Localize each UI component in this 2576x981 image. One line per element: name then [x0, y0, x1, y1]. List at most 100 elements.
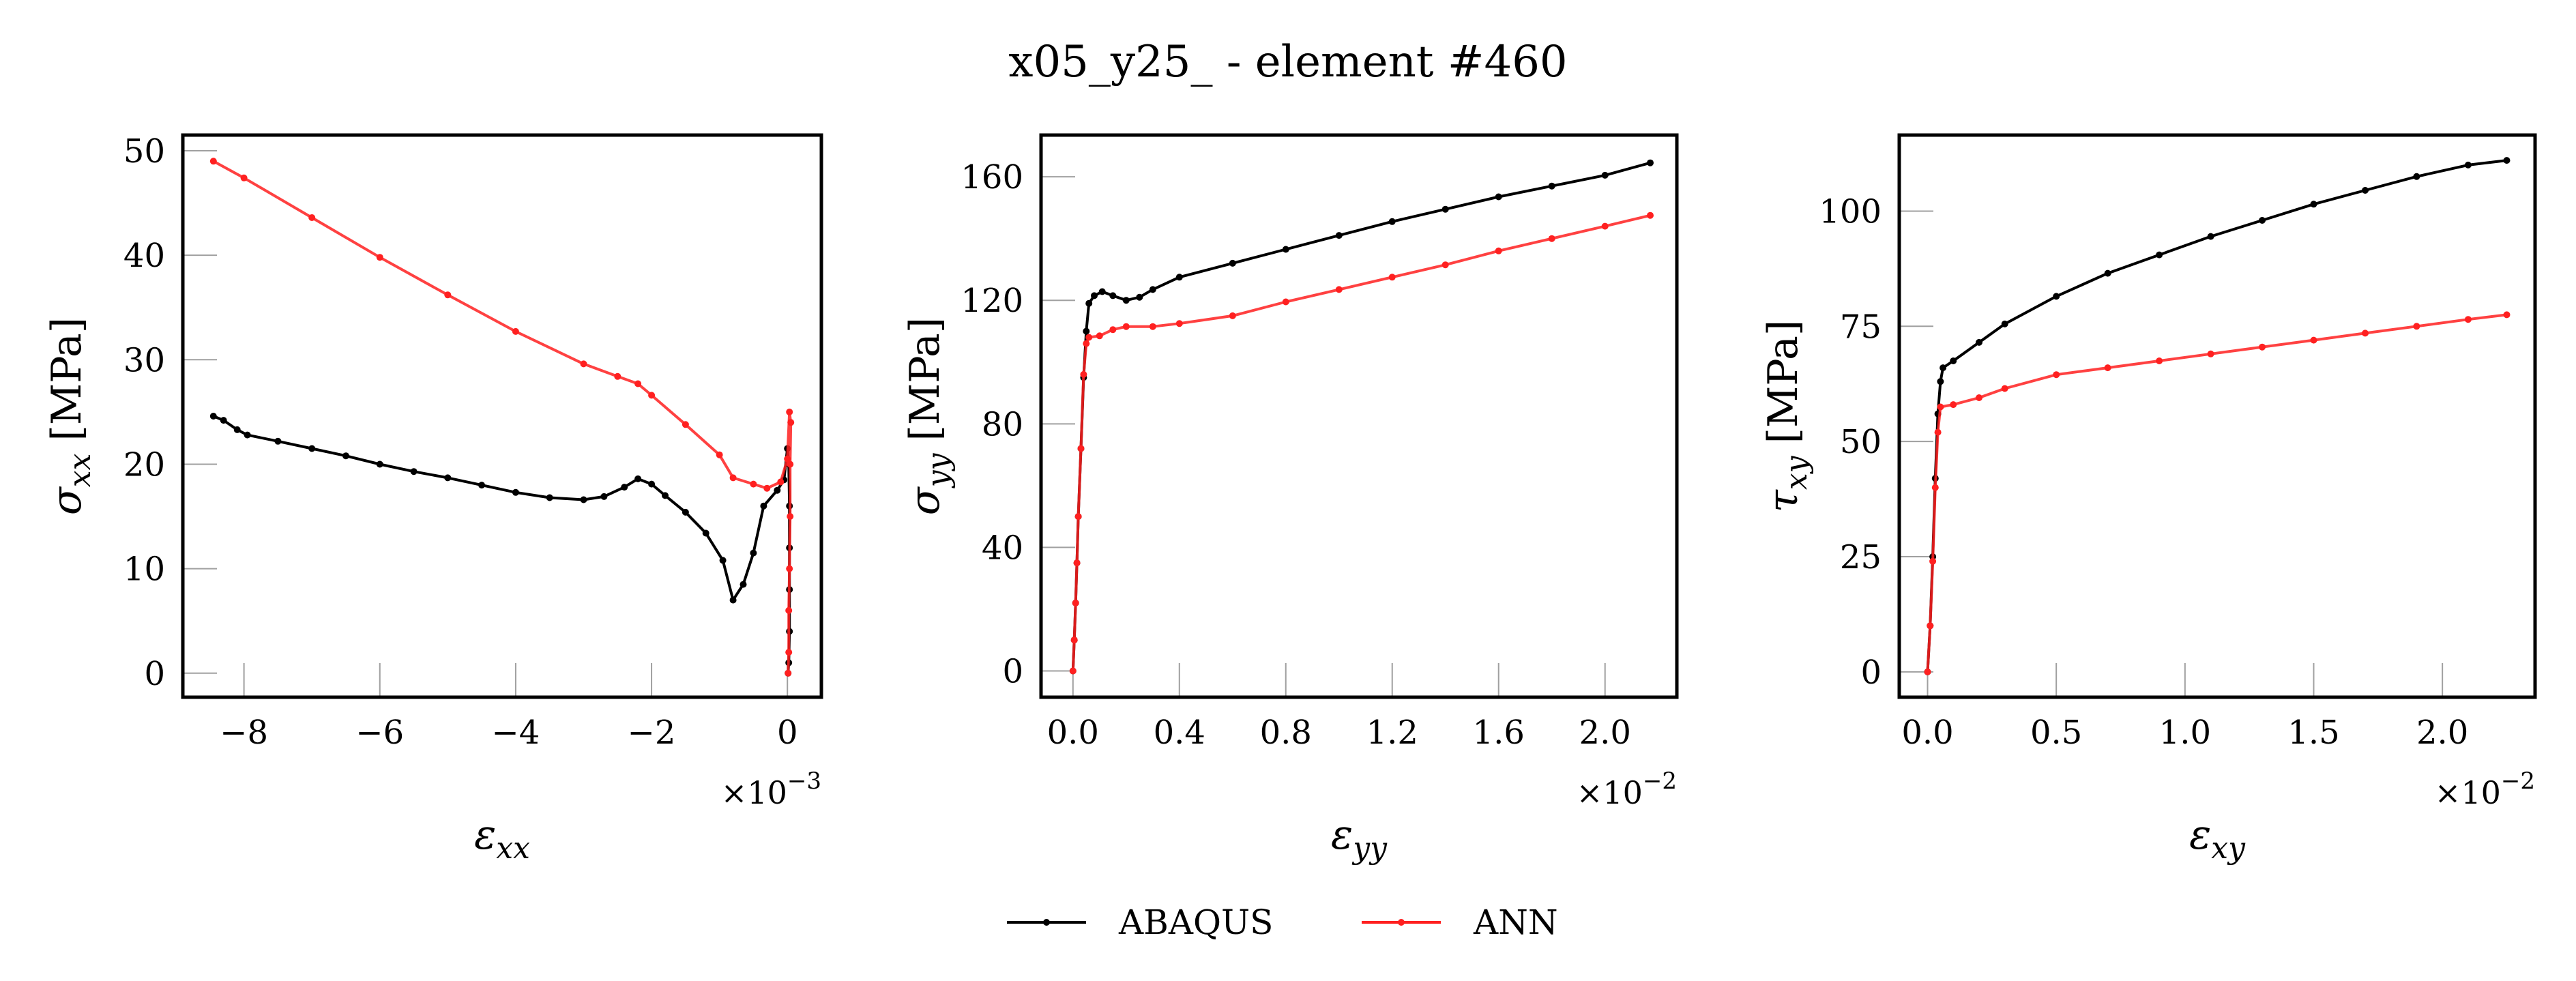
- data-point: [1934, 428, 1942, 436]
- data-point: [1149, 286, 1156, 293]
- y-axis-unit: [MPa]: [43, 317, 91, 441]
- data-point: [786, 408, 793, 415]
- data-point: [1937, 403, 1944, 411]
- data-point: [2259, 343, 2266, 351]
- series-line-abaqus: [213, 415, 791, 673]
- data-point: [244, 431, 251, 439]
- x-axis-subscript: xx: [496, 831, 530, 866]
- axes-frame: [181, 133, 823, 699]
- y-tick-label: 0: [144, 655, 165, 693]
- legend-marker: [1398, 919, 1405, 926]
- data-point: [786, 565, 793, 572]
- data-point: [308, 445, 316, 452]
- x-tick-label: −8: [220, 714, 268, 752]
- data-point: [787, 460, 794, 468]
- x-axis-label: εxy: [2189, 811, 2246, 866]
- y-tick-label: 100: [1819, 192, 1882, 231]
- data-point: [1175, 274, 1183, 281]
- data-point: [1083, 327, 1090, 335]
- data-point: [1091, 292, 1098, 299]
- y-axis-subscript: xy: [1779, 455, 1814, 490]
- data-point: [546, 494, 553, 501]
- data-point: [1929, 557, 1937, 565]
- data-point: [648, 480, 656, 488]
- y-tick-label: 120: [961, 282, 1023, 320]
- data-point: [1548, 235, 1555, 242]
- data-point: [580, 496, 587, 503]
- data-point: [1940, 364, 1947, 372]
- data-point: [2413, 173, 2420, 180]
- data-point: [634, 380, 642, 387]
- data-point: [2053, 371, 2060, 379]
- data-point: [2156, 251, 2163, 259]
- data-point: [2413, 323, 2420, 330]
- data-point: [1083, 340, 1090, 347]
- x-tick-label: −6: [355, 714, 404, 752]
- y-axis-subscript: yy: [921, 452, 956, 488]
- legend: ABAQUS ANN: [1007, 903, 1558, 942]
- data-point: [2156, 357, 2163, 364]
- data-point: [787, 513, 794, 520]
- data-point: [1070, 636, 1078, 644]
- data-point: [760, 502, 767, 510]
- data-point: [1069, 667, 1077, 675]
- x-multiplier-exponent: −2: [1643, 767, 1677, 795]
- y-axis-symbol: τ: [1759, 489, 1807, 512]
- y-tick-label: 50: [1840, 423, 1882, 461]
- legend-entry-abaqus: ABAQUS: [1007, 903, 1273, 942]
- y-tick-label: 80: [982, 405, 1023, 443]
- data-point: [1282, 246, 1289, 253]
- series-line-abaqus: [1926, 159, 2507, 673]
- data-point: [209, 158, 217, 165]
- data-point: [2104, 269, 2111, 277]
- y-tick-label: 20: [123, 445, 165, 484]
- y-tick-label: 50: [123, 132, 165, 171]
- data-point: [2362, 187, 2369, 194]
- data-point: [2104, 364, 2111, 372]
- x-multiplier: ×10−3: [721, 767, 821, 811]
- data-point: [750, 480, 757, 488]
- data-point: [2362, 330, 2369, 337]
- data-point: [785, 606, 793, 614]
- series-markers-ann: [1069, 211, 1654, 675]
- data-point: [1335, 232, 1343, 239]
- data-point: [662, 492, 669, 499]
- data-point: [1950, 401, 1957, 409]
- data-point: [1229, 259, 1236, 267]
- y-axis-label: σyy [MPa]: [901, 317, 956, 515]
- x-tick-label: 0: [777, 714, 798, 752]
- chart-panel-syy: 0.0 0.4 0.8 1.2 1.6 2.004080120160×10−2εyyσyy…: [901, 133, 1679, 866]
- data-point: [1931, 484, 1939, 491]
- x-axis-label: εyy: [1331, 811, 1388, 866]
- data-point: [682, 421, 689, 428]
- data-point: [2464, 316, 2472, 323]
- chart-panel-txy: 0.0 0.5 1.0 1.5 2.00255075100×10−2εxyτxy[MPa…: [1759, 133, 2537, 866]
- data-point: [1098, 288, 1106, 295]
- x-axis-symbol: ε: [2189, 811, 2211, 859]
- data-point: [634, 475, 642, 482]
- data-point: [719, 557, 727, 564]
- series-markers-abaqus: [209, 413, 793, 677]
- data-point: [1096, 332, 1103, 340]
- legend-label: ABAQUS: [1118, 903, 1273, 942]
- data-point: [2001, 385, 2008, 392]
- y-axis-unit: [MPa]: [901, 317, 949, 441]
- data-point: [376, 460, 383, 468]
- data-point: [2207, 350, 2214, 357]
- data-point: [600, 493, 608, 500]
- data-point: [1441, 205, 1449, 213]
- data-point: [1175, 320, 1183, 327]
- x-tick-label: 0.0: [1047, 714, 1099, 752]
- data-point: [702, 529, 709, 537]
- data-point: [614, 372, 621, 380]
- data-point: [1122, 297, 1130, 304]
- data-point: [1074, 513, 1082, 521]
- series-line-abaqus: [1071, 161, 1651, 671]
- data-point: [274, 437, 282, 445]
- x-axis-label: εxx: [474, 811, 530, 866]
- data-point: [410, 468, 418, 475]
- data-point: [1601, 222, 1609, 230]
